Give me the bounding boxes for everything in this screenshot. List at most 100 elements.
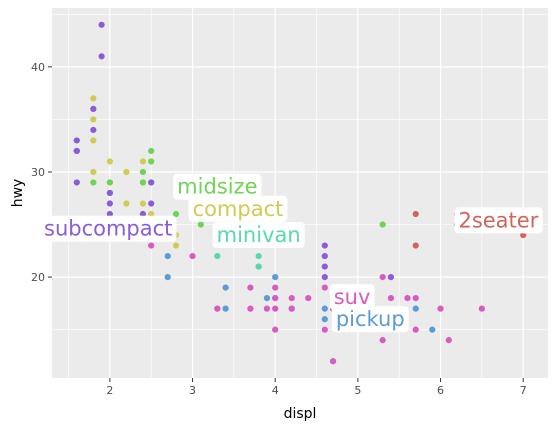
data-point: [272, 273, 279, 281]
data-point: [412, 305, 419, 312]
class-label-box: [329, 284, 375, 311]
data-point: [172, 210, 180, 218]
data-point: [412, 242, 419, 249]
data-point: [412, 326, 419, 333]
data-point: [73, 179, 80, 186]
data-point: [73, 147, 80, 155]
data-point: [123, 200, 130, 207]
data-point: [139, 168, 147, 176]
data-point: [387, 295, 395, 302]
data-point: [321, 252, 328, 260]
data-point: [148, 242, 155, 249]
y-axis-title: hwy: [10, 179, 26, 208]
data-point: [321, 263, 328, 270]
data-point: [106, 179, 113, 186]
data-point: [148, 179, 155, 186]
class-label: compact: [188, 195, 288, 222]
data-point: [288, 295, 295, 302]
data-point: [164, 252, 171, 260]
x-axis-title: displ: [284, 406, 317, 422]
data-point: [172, 242, 180, 249]
data-point: [90, 137, 97, 144]
data-point: [321, 316, 328, 323]
data-point: [321, 305, 328, 312]
class-label-text: compact: [193, 197, 284, 221]
data-point: [139, 200, 147, 207]
class-label-text: minivan: [217, 223, 301, 247]
data-point: [321, 242, 328, 249]
data-point: [379, 337, 386, 344]
data-point: [321, 273, 328, 281]
y-axis-ticks: 20 30 40: [31, 61, 52, 284]
plot-panel: [52, 8, 548, 378]
data-point: [478, 305, 485, 312]
class-label-box: [212, 222, 305, 249]
x-tick-label: 2: [106, 384, 113, 397]
data-point: [412, 210, 419, 218]
class-label-text: subcompact: [44, 217, 172, 241]
data-point: [437, 305, 444, 312]
class-label-text: midsize: [177, 175, 257, 199]
data-point: [387, 273, 395, 281]
data-point: [255, 263, 262, 270]
class-label-box: [40, 215, 177, 242]
class-label-box: [331, 306, 409, 333]
data-point: [90, 105, 97, 113]
data-point: [106, 200, 113, 207]
class-label-text: 2seater: [458, 208, 538, 232]
data-point: [139, 158, 147, 165]
x-tick-label: 7: [520, 384, 527, 397]
data-point: [189, 252, 196, 260]
x-tick-label: 6: [437, 384, 444, 397]
minor-gridlines: [52, 8, 548, 378]
data-point: [329, 358, 337, 365]
class-label-box: [173, 173, 262, 200]
data-point: [272, 305, 279, 312]
data-point: [106, 210, 113, 218]
data-point: [90, 168, 97, 176]
data-point: [106, 189, 113, 197]
data-point: [90, 179, 97, 186]
x-tick-label: 3: [189, 384, 196, 397]
class-label: minivan: [212, 222, 305, 249]
y-tick-label: 40: [31, 61, 45, 74]
data-point: [214, 252, 221, 260]
x-tick-label: 5: [354, 384, 361, 397]
data-point: [263, 295, 271, 302]
data-point: [520, 231, 527, 239]
class-label-text: pickup: [336, 307, 405, 331]
data-point: [164, 273, 171, 281]
data-point: [288, 305, 295, 312]
data-point: [255, 252, 262, 260]
data-point: [222, 284, 229, 291]
class-label: suv: [329, 284, 375, 311]
data-point: [305, 295, 312, 302]
data-point: [148, 200, 155, 207]
class-label: subcompact: [40, 215, 177, 242]
class-label-box: [454, 207, 543, 234]
data-point: [214, 305, 221, 312]
data-point: [404, 295, 411, 302]
data-point: [148, 147, 155, 155]
data-point: [379, 221, 386, 228]
data-point: [90, 126, 97, 134]
class-label: midsize: [173, 173, 262, 200]
data-point: [321, 284, 328, 291]
class-label: 2seater: [454, 207, 543, 234]
data-point: [197, 221, 204, 228]
data-point: [321, 326, 328, 333]
data-point: [90, 95, 97, 102]
data-point: [412, 295, 419, 302]
x-tick-label: 4: [272, 384, 279, 397]
x-axis-ticks: 2 3 4 5 6 7: [106, 378, 527, 397]
class-label: pickup: [331, 306, 409, 333]
y-tick-label: 20: [31, 271, 45, 284]
data-point: [247, 305, 254, 312]
data-point: [429, 326, 436, 333]
data-point: [222, 305, 229, 312]
data-point: [272, 326, 279, 333]
class-label-text: suv: [334, 285, 371, 309]
data-point: [148, 158, 155, 165]
